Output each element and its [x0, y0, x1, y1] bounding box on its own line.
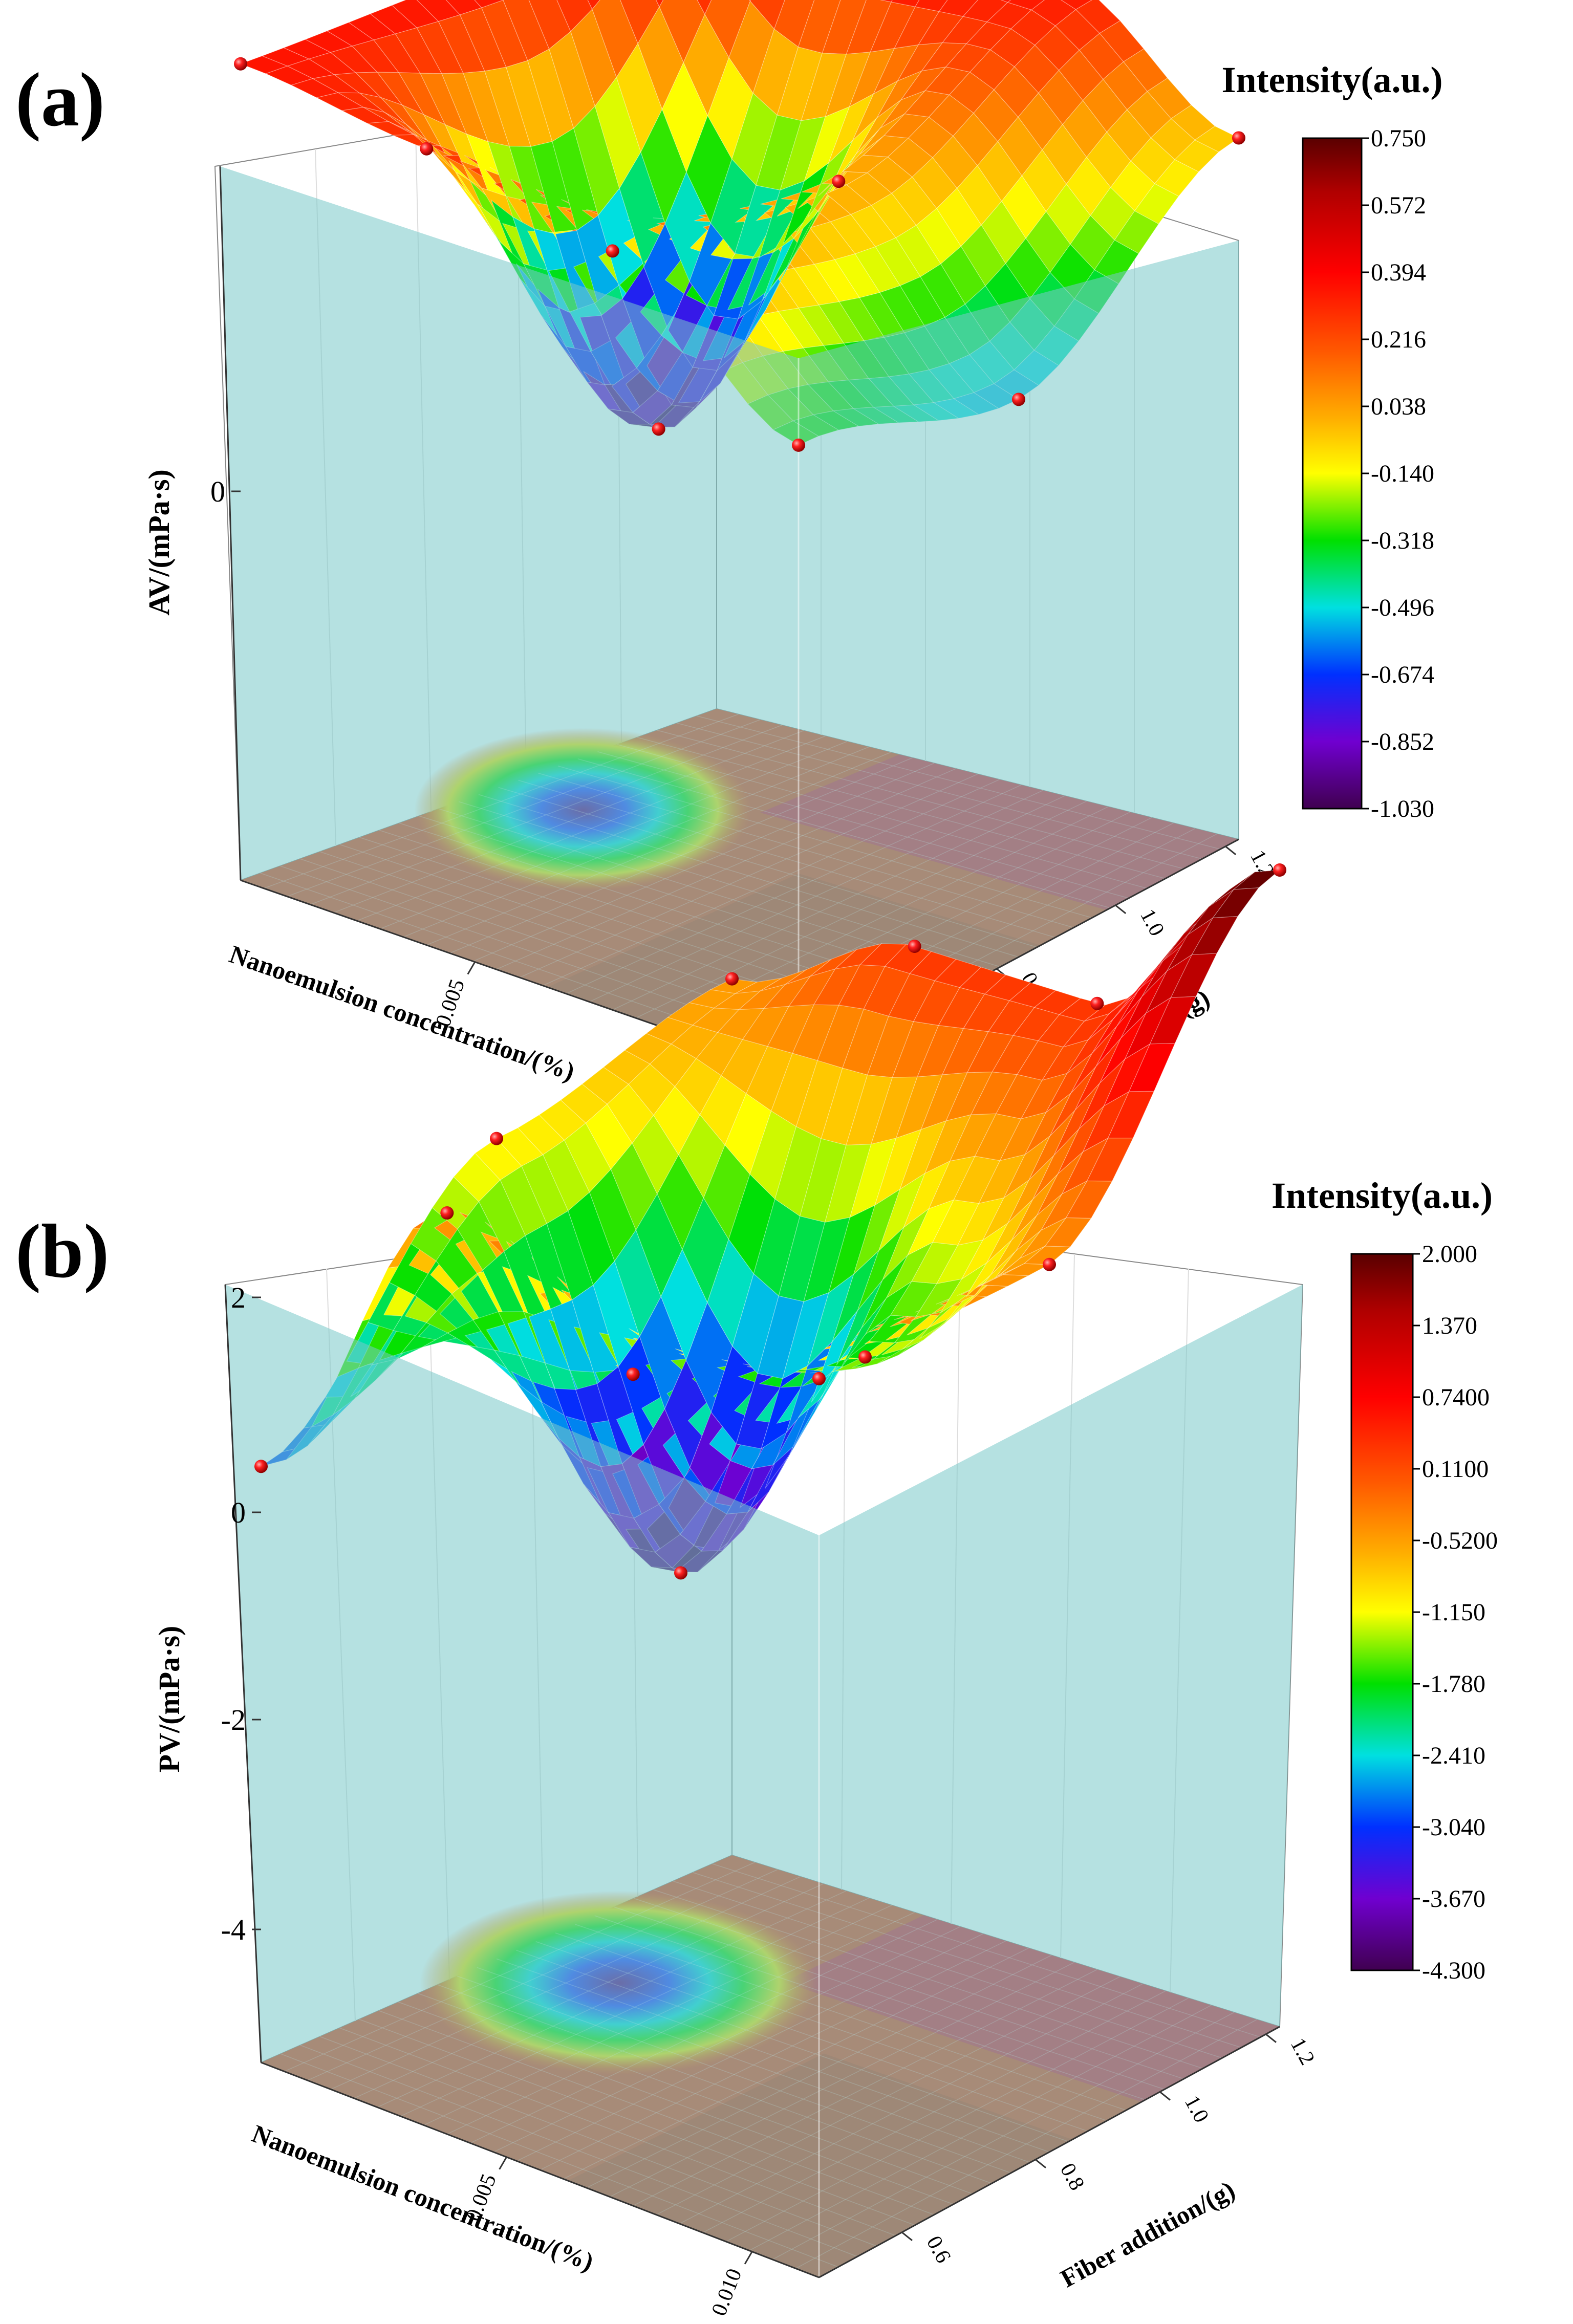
- panel-b-y-tick-mark: [1036, 2160, 1046, 2168]
- panel-b-x-tick-mark: [500, 2157, 507, 2169]
- panel-a-colorbar-tick: -0.496: [1371, 594, 1434, 621]
- panel-b-colorbar-tick: 2.000: [1422, 1241, 1477, 1268]
- panel-a-data-point: [652, 422, 665, 436]
- panel-a-data-point: [832, 175, 845, 188]
- panel-b-y-tick: 1.0: [1180, 2092, 1214, 2126]
- panel-b-y-tick-mark: [902, 2232, 912, 2241]
- panel-a-y-tick-mark: [1115, 905, 1126, 914]
- panel-b-y-tick: 1.2: [1286, 2034, 1320, 2069]
- panel-b-data-point: [1043, 1258, 1056, 1271]
- panel-a-x-tick-mark: [468, 962, 475, 974]
- panel-b-colorbar-tick: -0.5200: [1422, 1527, 1498, 1554]
- panel-a-data-point: [792, 439, 805, 452]
- panel-b-data-point: [627, 1367, 640, 1381]
- panel-b-colorbar-tick: -2.410: [1422, 1742, 1485, 1769]
- panel-b-colorbar-tick: -3.040: [1422, 1814, 1485, 1841]
- panel-b-data-point: [1273, 863, 1286, 877]
- panel-a-colorbar-tick: 0.038: [1371, 393, 1426, 420]
- panel-b-colorbar-tick: -4.300: [1422, 1957, 1485, 1984]
- panel-a-colorbar-tick: 0.216: [1371, 326, 1426, 353]
- panel-b-x-tick-mark: [745, 2252, 752, 2264]
- panel-b-y-tick: 0.8: [1055, 2159, 1089, 2194]
- panel-b: (b)20-2-4PV/(mPa·s)0.0050.010Nanoemulsio…: [15, 863, 1498, 2319]
- panel-a-data-point: [1012, 393, 1025, 406]
- panel-b-data-point: [1090, 997, 1104, 1010]
- panel-a-data-point: [1232, 131, 1245, 144]
- panel-b-colorbar-tick: 1.370: [1422, 1312, 1477, 1339]
- panel-b-colorbar: [1351, 1254, 1413, 1970]
- panel-a-colorbar: [1303, 138, 1362, 809]
- panel-a-label: (a): [15, 57, 105, 142]
- panel-b-colorbar-tick: -1.150: [1422, 1599, 1485, 1626]
- panel-b-colorbar-tick: -1.780: [1422, 1670, 1485, 1698]
- panel-b-z-tick: -2: [221, 1703, 246, 1736]
- panel-b-colorbar-tick: -3.670: [1422, 1885, 1485, 1913]
- panel-a-colorbar-tick: 0.750: [1371, 125, 1426, 152]
- panel-b-y-label: Fiber addition/(g): [1055, 2175, 1239, 2293]
- panel-b-surface-cell: [1234, 870, 1280, 889]
- panel-b-colorbar-tick: 0.7400: [1422, 1384, 1490, 1411]
- panel-b-data-point: [725, 972, 739, 986]
- panel-b-colorbar-tick: 0.1100: [1422, 1456, 1489, 1483]
- panel-b-z-tick: -4: [221, 1913, 246, 1946]
- panel-b-y-tick-mark: [1266, 2034, 1276, 2043]
- panel-b-colorbar-title: Intensity(a.u.): [1272, 1175, 1493, 1216]
- panel-b-y-tick: 0.6: [922, 2232, 956, 2267]
- panel-b-y-tick-mark: [1160, 2092, 1170, 2100]
- panel-a-y-tick: 1.0: [1135, 905, 1169, 940]
- panel-b-z-tick: 2: [231, 1281, 246, 1314]
- panel-b-data-point: [254, 1460, 268, 1473]
- panel-b-data-point: [674, 1566, 687, 1579]
- panel-a-data-point: [420, 142, 433, 156]
- panel-a-y-tick-mark: [1225, 846, 1236, 855]
- panel-b-data-point: [858, 1351, 872, 1364]
- panel-a-z-tick: 0: [210, 475, 225, 508]
- panel-a-colorbar-tick: 0.572: [1371, 192, 1426, 219]
- panel-b-data-point: [440, 1206, 454, 1220]
- panel-a-data-point: [606, 244, 619, 257]
- panel-b-z-tick: 0: [231, 1496, 246, 1529]
- panel-a-z-label: AV/(mPa·s): [142, 469, 176, 616]
- panel-a-colorbar-tick: -0.318: [1371, 527, 1434, 554]
- panel-b-data-point: [490, 1132, 503, 1145]
- panel-a-colorbar-tick: -0.674: [1371, 661, 1434, 688]
- panel-b-data-point: [908, 940, 921, 953]
- panel-a-colorbar-tick: -1.030: [1371, 795, 1434, 822]
- panel-a-colorbar-tick: -0.140: [1371, 460, 1434, 487]
- panel-b-x-tick: 0.010: [707, 2266, 747, 2319]
- panel-a-data-point: [234, 57, 247, 71]
- panel-a-colorbar-title: Intensity(a.u.): [1221, 59, 1442, 100]
- panel-b-data-point: [812, 1372, 826, 1385]
- panel-a-colorbar-tick: -0.852: [1371, 728, 1434, 755]
- panel-b-label: (b): [15, 1209, 109, 1294]
- panel-a-colorbar-tick: 0.394: [1371, 259, 1426, 286]
- panel-b-z-label: PV/(mPa·s): [153, 1626, 186, 1773]
